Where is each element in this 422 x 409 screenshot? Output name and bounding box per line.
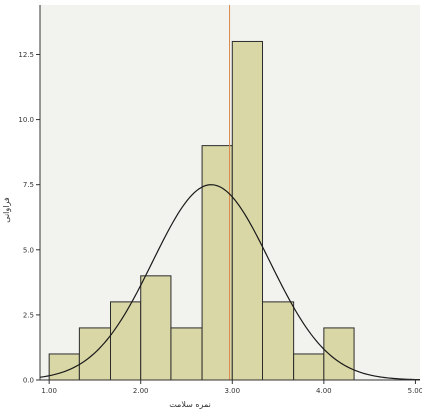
histogram-bar xyxy=(110,301,142,381)
histogram-bar xyxy=(231,40,264,381)
x-tick-label: 5.00 xyxy=(408,387,422,395)
x-tick-label: 2.00 xyxy=(133,387,149,395)
x-tick-label: 1.00 xyxy=(41,387,57,395)
y-axis-title: فراوانی xyxy=(2,197,11,223)
y-tick-label: 10.0 xyxy=(18,116,34,124)
y-tick-label: 5.0 xyxy=(23,246,34,254)
histogram-bar xyxy=(323,327,355,381)
x-ticks-layer: 1.00 2.00 3.00 4.00 5.00 xyxy=(41,380,422,395)
x-tick-label: 3.00 xyxy=(224,387,240,395)
y-tick-label: 0.0 xyxy=(23,377,34,385)
normal-curve xyxy=(39,184,421,381)
y-tick-label: 7.5 xyxy=(23,181,34,189)
bars-layer xyxy=(48,40,355,381)
histogram-bar xyxy=(78,327,112,381)
histogram-bar xyxy=(262,301,295,381)
histogram-bar xyxy=(293,353,325,381)
y-tick-label: 2.5 xyxy=(23,311,34,319)
x-tick-label: 4.00 xyxy=(316,387,332,395)
x-axis-title: نمره سلامت xyxy=(169,400,211,409)
histogram-bar xyxy=(201,145,233,381)
histogram-bar xyxy=(140,275,172,381)
y-ticks-layer: 0.0 2.5 5.0 7.5 10.0 12.5 xyxy=(18,51,40,385)
histogram-bar xyxy=(170,327,203,381)
y-tick-label: 12.5 xyxy=(18,51,34,59)
